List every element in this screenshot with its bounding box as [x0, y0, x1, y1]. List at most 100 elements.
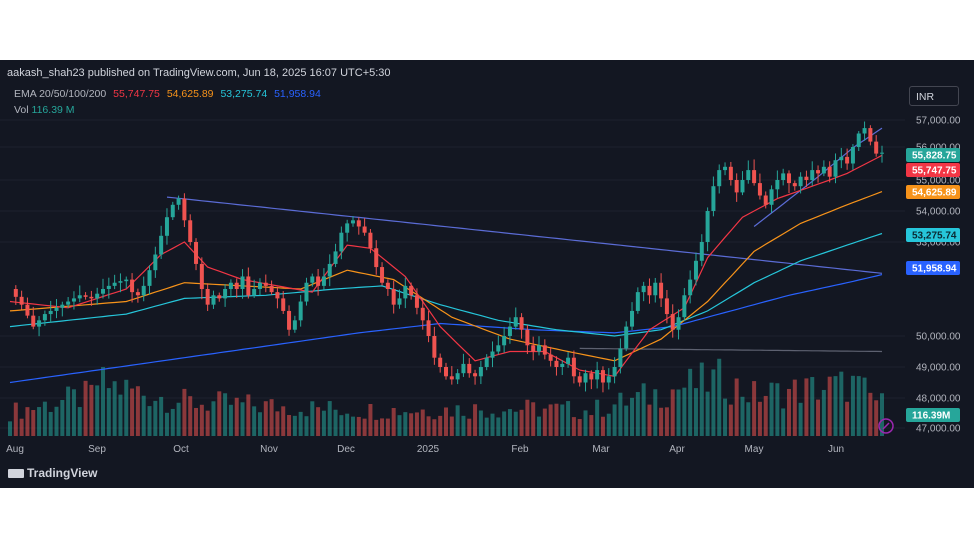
candle-body: [257, 282, 262, 289]
chart-plot[interactable]: 57,000.0056,000.0055,000.0054,000.0053,0…: [0, 60, 974, 488]
candle-body: [589, 373, 594, 380]
volume-bar: [83, 380, 88, 436]
volume-bar: [316, 407, 321, 436]
candle-body: [170, 204, 175, 218]
volume-bar: [734, 378, 739, 436]
candle-body: [159, 235, 164, 255]
candle-body: [409, 285, 414, 296]
candle-body: [83, 295, 88, 297]
candle-body: [874, 141, 879, 154]
candle-body: [316, 276, 321, 286]
candle-body: [810, 170, 815, 180]
candle-body: [420, 307, 425, 321]
candle-body: [281, 298, 286, 311]
candle-body: [670, 314, 675, 330]
candle-body: [252, 289, 257, 296]
volume-bar: [763, 395, 768, 436]
volume-bar: [304, 416, 309, 436]
volume-bar: [275, 411, 280, 436]
candle-body: [31, 315, 36, 327]
candle-body: [583, 373, 588, 383]
volume-bar: [641, 383, 646, 436]
volume-bar: [542, 408, 547, 436]
volume-bar: [670, 389, 675, 436]
candle-body: [647, 285, 652, 296]
volume-bar: [833, 376, 838, 436]
candle-body: [682, 295, 687, 318]
candle-body: [845, 156, 850, 164]
volume-bar: [699, 362, 704, 436]
volume-bar: [502, 411, 507, 436]
volume-bar: [182, 388, 187, 436]
volume-bar: [531, 402, 536, 436]
ema-legend-label: EMA 20/50/100/200: [14, 88, 107, 100]
volume-bar: [159, 396, 164, 436]
volume-bar: [798, 402, 803, 436]
price-tag-ema100: [906, 228, 960, 242]
volume-bar: [682, 387, 687, 436]
volume-bar: [292, 415, 297, 436]
volume-bar: [757, 401, 762, 436]
candle-body: [531, 345, 536, 352]
ema100-line: [9, 232, 883, 337]
x-tick-label: Dec: [337, 444, 355, 455]
volume-bar: [653, 389, 658, 436]
volume-bar: [618, 392, 623, 436]
volume-legend-label: Vol: [14, 104, 29, 116]
candle-body: [426, 320, 431, 336]
publisher-line: aakash_shah23 published on TradingView.c…: [7, 67, 391, 79]
candle-body: [444, 367, 448, 377]
candle-body: [624, 326, 629, 349]
candle-body: [223, 289, 228, 299]
candle-body: [438, 357, 443, 367]
y-tick-label: 57,000.00: [916, 116, 961, 127]
volume-bar: [8, 421, 12, 436]
y-tick-label: 54,000.00: [916, 207, 961, 218]
footer-brand: TradingView: [27, 466, 98, 480]
volume-bar: [461, 415, 466, 436]
volume-bar: [263, 401, 268, 436]
support-line: [579, 347, 883, 353]
volume-bar: [13, 402, 18, 436]
volume-bar: [880, 393, 884, 436]
volume-bar: [397, 415, 402, 436]
candle-body: [42, 314, 47, 321]
volume-bar: [199, 404, 204, 436]
candle-body: [199, 263, 204, 289]
volume-bar: [124, 379, 129, 436]
candle-body: [414, 295, 419, 308]
candle-body: [862, 128, 867, 134]
volume-bar: [874, 400, 879, 436]
candle-body: [60, 304, 65, 308]
volume-bar: [170, 408, 175, 436]
volume-bar: [141, 395, 146, 436]
volume-bar: [635, 392, 640, 436]
candle-body: [449, 376, 454, 380]
volume-bar: [473, 404, 478, 436]
candle-body: [746, 170, 751, 180]
candle-body: [600, 370, 605, 383]
volume-bar: [478, 410, 483, 436]
candle-body: [752, 170, 757, 184]
currency-selector[interactable]: INR: [909, 86, 959, 106]
candle-body: [362, 226, 367, 233]
candle-body: [711, 186, 716, 211]
candle-body: [182, 198, 187, 221]
volume-bar: [252, 406, 257, 436]
volume-bar: [345, 413, 350, 436]
volume-bar: [647, 404, 652, 436]
volume-bar: [246, 394, 251, 436]
volume-bar: [845, 401, 850, 436]
x-tick-label: Oct: [173, 444, 189, 455]
volume-bar: [740, 396, 745, 436]
candle-body: [25, 304, 30, 316]
volume-bar: [507, 409, 512, 436]
price-tag-ema50: [906, 185, 960, 199]
candle-body: [775, 180, 780, 190]
candle-body: [188, 220, 193, 242]
volume-bar: [595, 399, 600, 436]
x-tick-label: Aug: [6, 444, 24, 455]
volume-bar: [89, 384, 94, 436]
price-tag-last-text: 55,828.75: [912, 151, 957, 162]
volume-bar: [630, 397, 635, 436]
